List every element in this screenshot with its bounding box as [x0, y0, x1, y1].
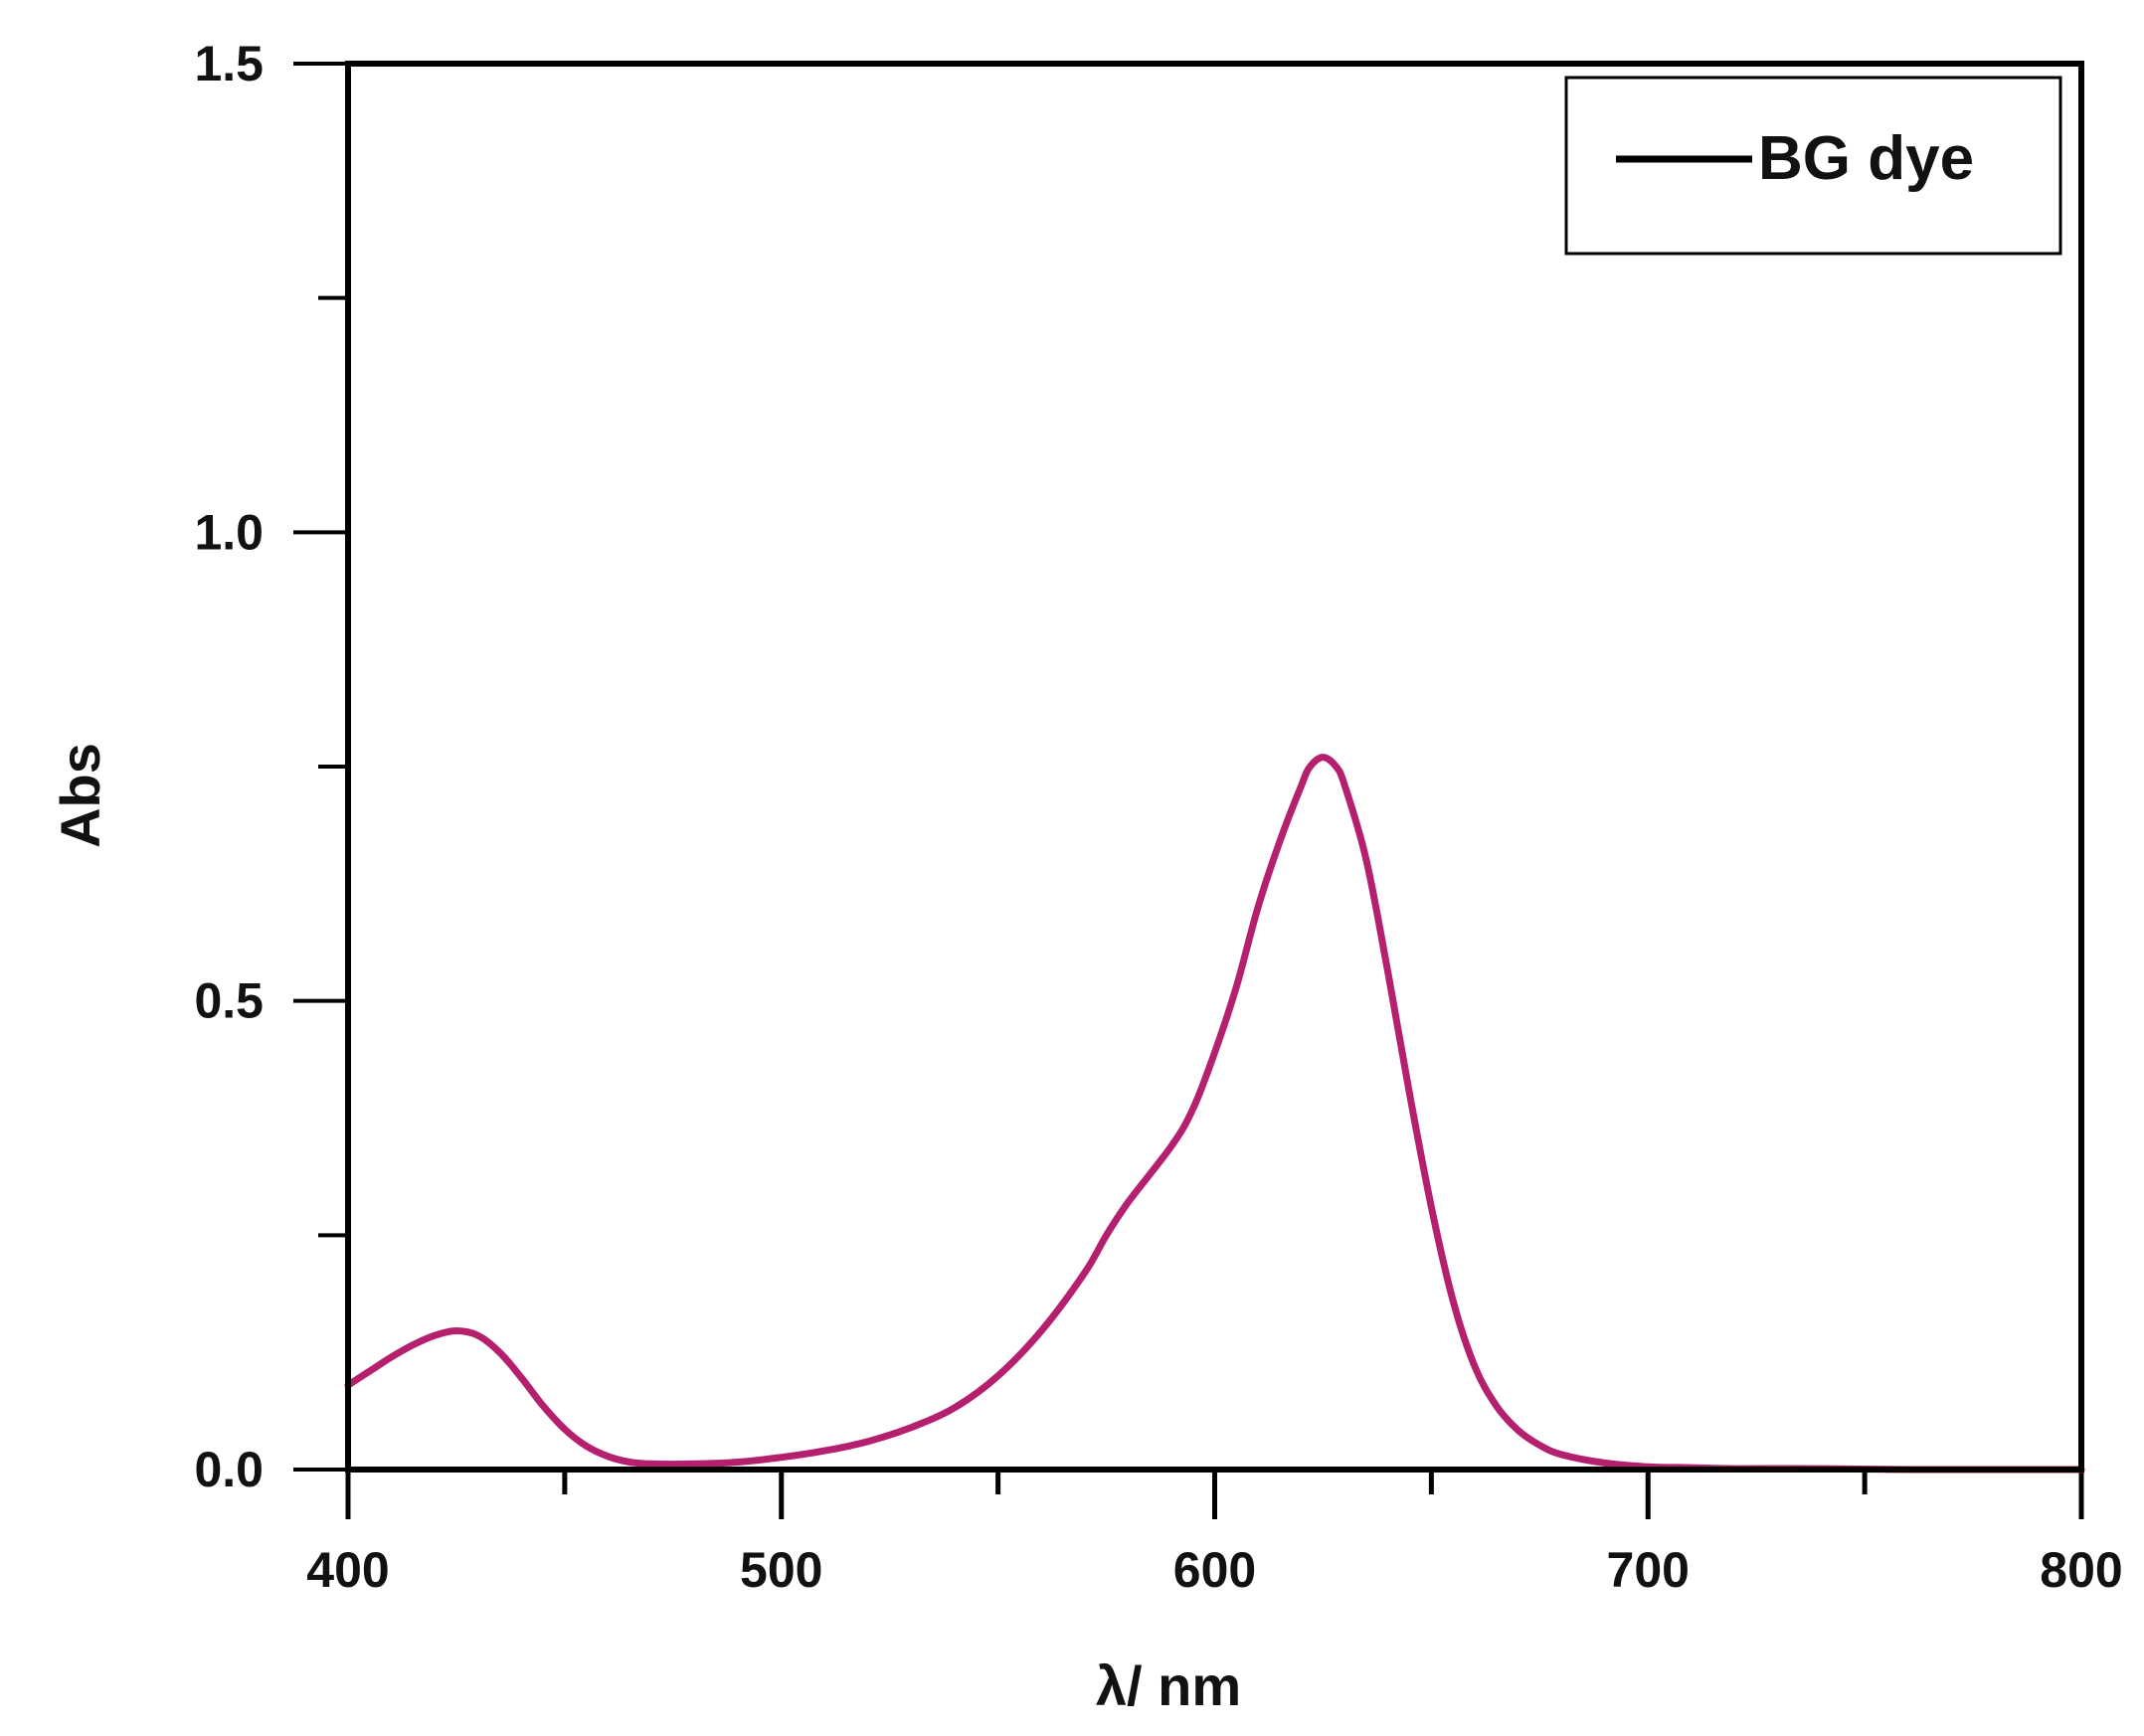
y-axis-title: Abs [49, 743, 111, 848]
y-axis-ticks: 0.0 0.5 1.0 1.5 [194, 36, 348, 1497]
x-tick-label: 500 [740, 1542, 822, 1598]
y-tick-label: 1.0 [194, 504, 264, 560]
plot-frame [345, 61, 2084, 1473]
x-tick-label: 700 [1607, 1542, 1690, 1598]
legend-label-bg-dye: BG dye [1758, 124, 1974, 193]
x-tick-label: 400 [306, 1542, 389, 1598]
y-tick-label: 0.5 [194, 973, 264, 1029]
x-axis-ticks: 400 500 600 700 800 [306, 1470, 2123, 1598]
legend-box [1564, 76, 2062, 256]
y-tick-label: 1.5 [194, 36, 264, 91]
legend: BG dye [1564, 76, 2062, 256]
x-axis-title: λ/ nm [1096, 1654, 1241, 1717]
y-tick-label: 0.0 [194, 1442, 264, 1497]
x-tick-label: 600 [1173, 1542, 1256, 1598]
x-tick-label: 800 [2040, 1542, 2122, 1598]
series-line-bg-dye [344, 754, 2085, 1474]
